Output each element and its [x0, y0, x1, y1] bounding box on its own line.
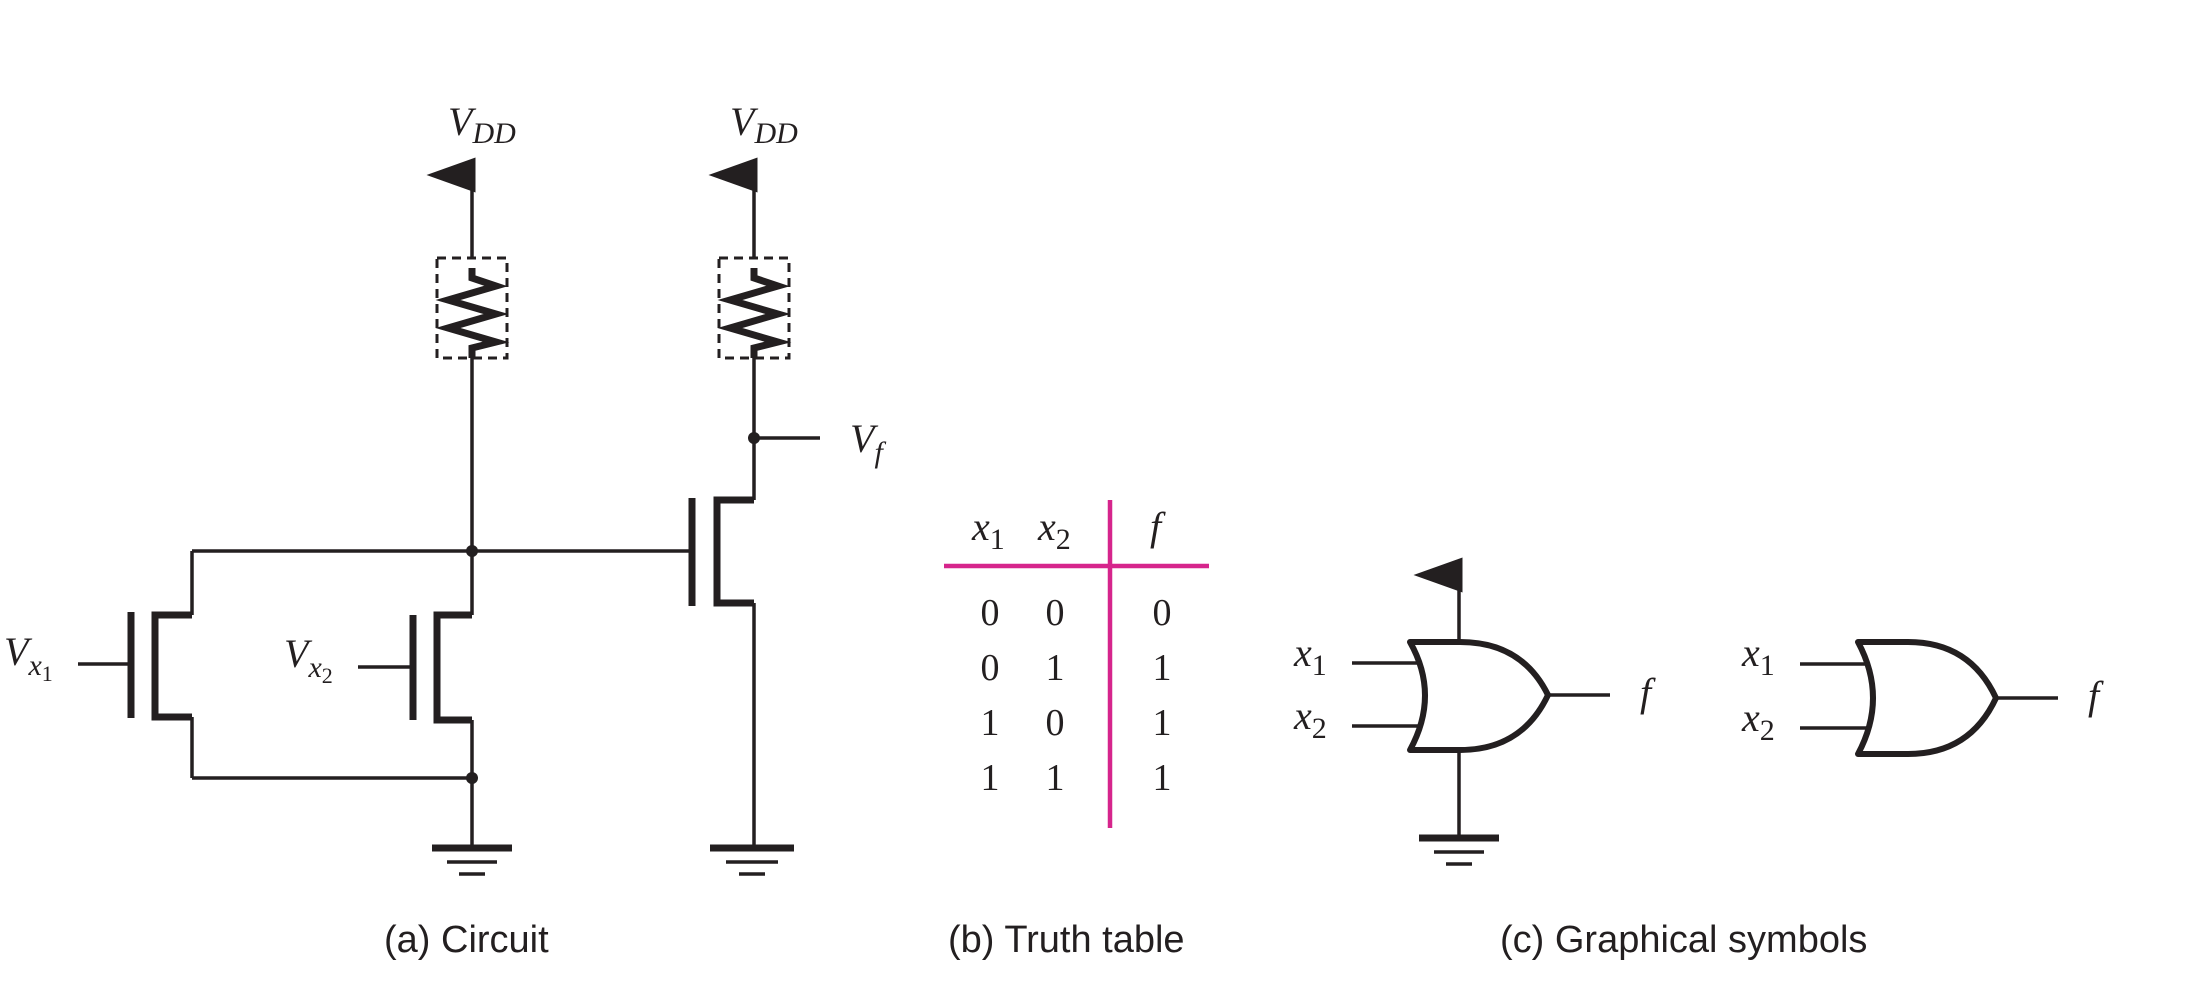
or-gate-symbol: x1 x2 f [1741, 630, 2104, 757]
header-x1: x1 [971, 504, 1005, 556]
pullup-box-left [435, 256, 509, 360]
table-cell: 0 [981, 592, 1000, 634]
table-cell: 1 [1046, 647, 1065, 689]
truth-table: x1 x2 f 0 0 0 0 1 1 1 0 1 1 1 1 [944, 500, 1209, 828]
nmos-transistor-inverter [688, 358, 756, 845]
table-cell: 0 [1046, 702, 1065, 744]
gate2-x2-label: x2 [1741, 695, 1775, 747]
gate1-x1-label: x1 [1293, 630, 1327, 682]
caption-truth-table: (b) Truth table [948, 919, 1185, 961]
table-cell: 0 [1153, 592, 1172, 634]
ground-icon-gate [1419, 834, 1499, 866]
or-gate-body-2 [1855, 639, 1999, 757]
table-cell: 0 [981, 647, 1000, 689]
ground-icon-right [710, 844, 794, 876]
node-dot-bottom [466, 772, 478, 784]
table-cell: 1 [1153, 757, 1172, 799]
circuit: VDD VDD [4, 99, 886, 876]
caption-graphical-symbols: (c) Graphical symbols [1500, 919, 1867, 961]
table-cell: 1 [981, 757, 1000, 799]
resistor-right [717, 268, 792, 358]
table-cell: 1 [981, 702, 1000, 744]
gate1-f-label: f [1640, 670, 1656, 715]
vdd-label-left: VDD [448, 99, 516, 150]
pullup-box-right [717, 256, 791, 360]
table-cell: 1 [1153, 702, 1172, 744]
vx1-label: Vx1 [4, 629, 53, 686]
vdd-label-right: VDD [730, 99, 798, 150]
nmos-transistor-x2 [358, 611, 474, 845]
table-cell: 1 [1046, 757, 1065, 799]
gate2-f-label: f [2088, 673, 2104, 718]
vx2-label: Vx2 [284, 631, 333, 688]
table-cell: 0 [1046, 592, 1065, 634]
table-cell: 1 [1153, 647, 1172, 689]
gate2-x1-label: x1 [1741, 630, 1775, 682]
header-f: f [1150, 504, 1166, 549]
vf-label: Vf [850, 416, 886, 469]
ground-icon-left [432, 844, 512, 876]
table-rows: 0 0 0 0 1 1 1 0 1 1 1 1 [981, 592, 1172, 799]
resistor-left [435, 268, 510, 358]
header-x2: x2 [1037, 504, 1071, 556]
gate1-x2-label: x2 [1293, 693, 1327, 745]
nmos-transistor-x1 [78, 611, 194, 778]
or-gate-symbol-with-power: x1 x2 f [1293, 557, 1656, 866]
or-gate-body-1 [1407, 639, 1551, 753]
caption-circuit: (a) Circuit [384, 919, 549, 961]
